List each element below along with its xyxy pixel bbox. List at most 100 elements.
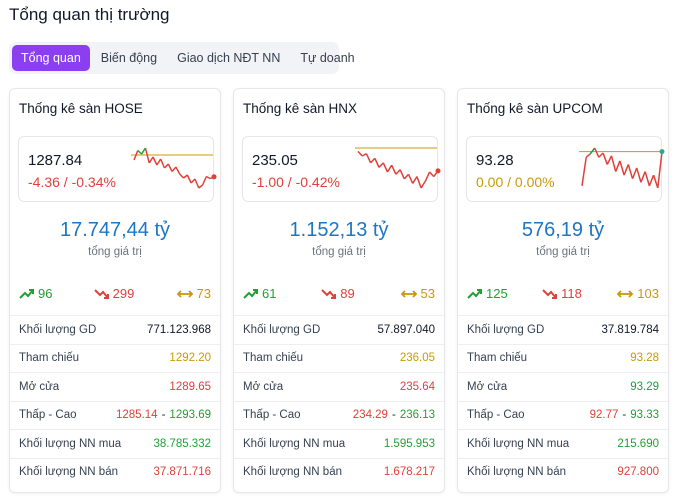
total-value-label: tổng giá trị <box>88 246 142 258</box>
index-summary[interactable]: 93.28 0.00 / 0.00% <box>466 136 665 202</box>
stat-row: Mở cửa 93.29 <box>458 372 668 401</box>
total-value: 1.152,13 tỷ <box>289 219 389 241</box>
sparkline-segment <box>648 174 655 187</box>
stat-row: Khối lượng GD 57.897.040 <box>234 315 444 344</box>
index-change: -1.00 / -0.42% <box>252 174 340 190</box>
range-separator: - <box>622 409 627 422</box>
high-value: 1293.69 <box>169 409 211 422</box>
declines: 89 <box>321 286 355 301</box>
sparkline-segment <box>652 174 659 189</box>
high-value: 93.33 <box>630 409 659 422</box>
last-point-marker <box>211 174 217 180</box>
sparkline-segment <box>657 151 663 189</box>
total-value-label: tổng giá trị <box>312 246 366 258</box>
sparkline-segment <box>416 176 422 189</box>
index-summary[interactable]: 235.05 -1.00 / -0.42% <box>242 136 441 202</box>
stat-value: 93.29 <box>630 380 659 393</box>
stat-value: 771.123.968 <box>147 323 211 336</box>
stat-label: Khối lượng GD <box>19 323 97 336</box>
declines-count: 299 <box>112 286 135 301</box>
stats-table: Khối lượng GD 57.897.040 Tham chiếu 236.05… <box>234 315 444 486</box>
intraday-sparkline <box>355 147 441 189</box>
tab-proprietary[interactable]: Tự doanh <box>300 51 355 65</box>
tab-overview[interactable]: Tổng quan <box>12 45 90 71</box>
sparkline-segment <box>606 155 613 165</box>
sparkline-segment <box>619 160 625 176</box>
sparkline-segment <box>133 150 139 161</box>
range-separator: - <box>391 409 396 422</box>
low-value: 92.77 <box>589 409 619 422</box>
stat-label: Thấp - Cao <box>467 409 525 422</box>
sparkline-segment <box>144 147 150 164</box>
index-value: 93.28 <box>476 152 514 169</box>
total-value: 576,19 tỷ <box>521 219 605 241</box>
sparkline-segment <box>382 162 389 173</box>
stat-row: Khối lượng GD 37.819.784 <box>458 315 668 344</box>
stat-value: 37.871.716 <box>153 466 211 479</box>
stat-label: Khối lượng NN bán <box>19 466 118 479</box>
intraday-sparkline <box>131 147 217 189</box>
stat-row: Thấp - Cao 234.29-236.13 <box>234 400 444 430</box>
stat-row: Mở cửa 1289.65 <box>10 372 220 401</box>
unchanged: 103 <box>616 286 659 301</box>
low-value: 234.29 <box>352 409 388 422</box>
sparkline-segment <box>386 164 393 173</box>
low-value: 1285.14 <box>116 409 158 422</box>
sparkline-segment <box>374 157 380 168</box>
index-change: 0.00 / 0.00% <box>476 174 555 190</box>
sparkline-segment <box>183 174 188 179</box>
sparkline-segment <box>175 166 181 175</box>
stat-label: Mở cửa <box>243 380 284 393</box>
sparkline-segment <box>156 158 162 166</box>
sparkline-segment <box>424 171 431 182</box>
sparkline-segment <box>201 176 208 186</box>
market-breadth: 125 118 103 <box>467 286 659 301</box>
stat-row: Thấp - Cao 92.77-93.33 <box>458 400 668 430</box>
stat-row: Mở cửa 235.64 <box>234 372 444 401</box>
stat-value: 236.05 <box>399 352 435 365</box>
advances: 96 <box>19 286 52 301</box>
sparkline-segment <box>412 176 418 184</box>
declines: 118 <box>542 286 582 301</box>
tab-movement[interactable]: Biến động <box>100 51 158 65</box>
stat-value: 37.819.784 <box>601 323 659 336</box>
trend-up-icon <box>467 288 483 300</box>
stat-label: Khối lượng GD <box>467 323 545 336</box>
stat-value: 235.64 <box>399 380 435 393</box>
sparkline-segment <box>159 158 166 169</box>
sparkline-segment <box>171 166 177 172</box>
stat-row: Khối lượng NN mua 38.785.332 <box>10 429 220 458</box>
sparkline-segment <box>636 167 642 183</box>
tab-foreign-trading[interactable]: Giao dịch NĐT NN <box>177 51 281 65</box>
stat-label: Khối lượng NN bán <box>243 466 342 479</box>
stat-label: Thấp - Cao <box>243 409 301 422</box>
sparkline-segment <box>361 153 367 157</box>
range-separator: - <box>161 409 166 422</box>
trend-down-icon <box>93 288 110 300</box>
advances-count: 61 <box>262 286 277 301</box>
stat-row: Khối lượng GD 771.123.968 <box>10 315 220 344</box>
sparkline-segment <box>198 184 204 189</box>
advances-count: 125 <box>486 286 508 301</box>
sparkline-segment <box>403 173 410 180</box>
sparkline-segment <box>395 169 401 175</box>
stat-row: Tham chiếu 93.28 <box>458 343 668 373</box>
tab-bar: Tổng quan Biến động Giao dịch NĐT NN Tự … <box>9 42 355 74</box>
stat-label: Khối lượng GD <box>243 323 321 336</box>
last-point-marker <box>659 149 665 155</box>
trend-up-icon <box>243 288 259 300</box>
stat-label: Tham chiếu <box>467 352 528 365</box>
stat-label: Mở cửa <box>467 380 508 393</box>
unchanged: 73 <box>176 286 211 301</box>
market-breadth: 96 299 73 <box>19 286 211 301</box>
index-summary[interactable]: 1287.84 -4.36 / -0.34% <box>18 136 217 202</box>
sparkline-segment <box>614 160 621 172</box>
stat-value: 38.785.332 <box>153 437 211 450</box>
intraday-sparkline <box>579 147 665 189</box>
advances: 61 <box>243 286 276 301</box>
stat-row: Khối lượng NN mua 1.595.953 <box>234 429 444 458</box>
stat-value: 93.28 <box>630 352 659 365</box>
sparkline-segment <box>623 164 630 176</box>
page-title: Tổng quan thị trường <box>9 5 170 24</box>
card-title: Thống kê sàn HNX <box>243 101 358 116</box>
